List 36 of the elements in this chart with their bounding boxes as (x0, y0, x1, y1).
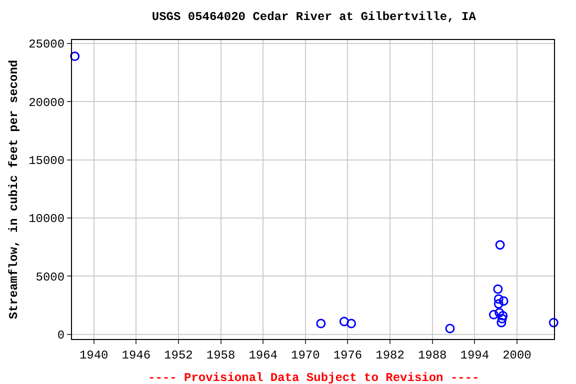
x-tick-label: 1994 (460, 348, 490, 362)
point (494, 308, 504, 318)
y-axis-title: Streamflow, in cubic feet per second (6, 60, 21, 320)
point (316, 318, 326, 328)
point (495, 240, 505, 250)
y-tick-label: 25000 (28, 38, 65, 52)
point (497, 314, 507, 324)
chart-title: USGS 05464020 Cedar River at Gilbertville, IA (152, 10, 477, 24)
point (496, 318, 506, 328)
x-tick-label: 1964 (248, 348, 278, 362)
point (498, 310, 508, 320)
y-tick-label: 15000 (28, 154, 65, 168)
x-tick-label: 1940 (79, 348, 108, 362)
x-tick-label: 1982 (376, 348, 404, 362)
x-tick-label: 1970 (291, 348, 320, 362)
point (339, 316, 349, 326)
y-tick-label: 20000 (28, 96, 65, 110)
y-tick-label: 10000 (28, 212, 65, 226)
point (494, 294, 504, 304)
point (493, 284, 503, 294)
x-tick-label: 1946 (122, 348, 151, 362)
point (498, 296, 508, 306)
x-tick-label: 1988 (418, 348, 447, 362)
point (494, 299, 504, 309)
text: ---- Provisional Data Subject to Revision ---- (148, 371, 480, 384)
point (548, 318, 558, 328)
x-tick-label: 1952 (164, 348, 193, 362)
x-tick-label: 2000 (502, 348, 532, 362)
point (346, 318, 356, 328)
x-tick-label: 1976 (333, 348, 362, 362)
point (488, 310, 498, 320)
y-tick-label: 0 (57, 328, 65, 343)
point (445, 324, 455, 334)
y-tick-label: 5000 (36, 270, 65, 284)
x-tick-label: 1958 (206, 348, 236, 362)
point (70, 52, 80, 62)
